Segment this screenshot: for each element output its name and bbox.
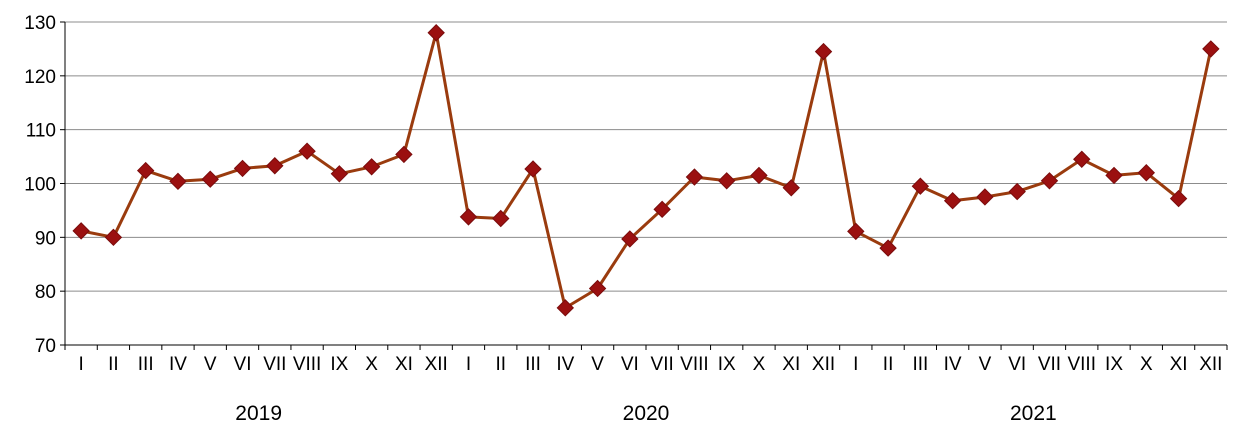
x-tick-label: V: [591, 354, 604, 375]
data-point-marker: [1105, 166, 1123, 185]
data-point-marker: [621, 230, 639, 248]
x-tick-label: XI: [1170, 354, 1188, 375]
x-tick-label: IX: [1105, 354, 1123, 375]
y-tick-label: 120: [24, 67, 56, 88]
data-point-marker: [169, 172, 187, 191]
x-tick-label: VII: [1038, 354, 1061, 375]
series-line: [80, 31, 1213, 310]
x-tick-label: I: [853, 354, 858, 375]
y-tick-label: 130: [24, 13, 56, 34]
data-point-marker: [588, 279, 607, 298]
data-point-marker: [750, 166, 768, 185]
x-tick-label: X: [753, 354, 766, 375]
x-tick-label: I: [78, 354, 83, 375]
data-point-marker: [298, 142, 316, 160]
x-tick-label: V: [979, 354, 992, 375]
y-tick-label: 80: [35, 282, 56, 303]
x-tick-label: VI: [1008, 354, 1026, 375]
x-tick-label: II: [883, 354, 894, 375]
x-tick-label: XII: [1199, 354, 1222, 375]
series-line-path: [80, 31, 1213, 310]
y-tick-label: 110: [26, 121, 56, 142]
data-point-marker: [943, 192, 962, 210]
data-point-marker: [1169, 189, 1188, 208]
year-label: 2019: [235, 402, 282, 425]
x-tick-label: VIII: [1067, 354, 1096, 375]
x-tick-label: IX: [718, 354, 736, 375]
data-point-marker: [653, 200, 671, 219]
data-point-marker: [1137, 164, 1156, 182]
x-tick-label: XII: [425, 354, 448, 375]
data-point-marker: [136, 161, 155, 180]
year-labels: 2019 2020 2021: [235, 402, 1056, 425]
data-point-marker: [104, 228, 123, 247]
data-point-marker: [782, 179, 800, 197]
x-tick-label: XI: [395, 354, 413, 375]
x-tick-label: VIII: [293, 354, 322, 375]
x-tick-label: VI: [621, 354, 639, 375]
x-tick-label: VII: [263, 354, 286, 375]
data-point-marker: [201, 170, 219, 188]
year-label: 2020: [623, 402, 670, 425]
x-tick-label: III: [912, 354, 928, 375]
data-point-marker: [879, 239, 897, 257]
y-tick-label: 70: [35, 336, 56, 357]
x-axis-ticks: I II III IV V VI VII VIII IX X XI XII I II III IV V VI VII…: [64, 345, 1228, 375]
x-tick-label: III: [138, 354, 154, 375]
x-tick-label: IV: [944, 354, 962, 375]
x-tick-label: VI: [234, 354, 252, 375]
data-point-marker: [459, 208, 478, 226]
data-point-marker: [1040, 172, 1059, 190]
series-markers: [72, 24, 1220, 317]
x-tick-label: IV: [169, 354, 187, 375]
data-point-marker: [492, 209, 510, 228]
data-point-marker: [814, 42, 833, 61]
data-point-marker: [362, 158, 381, 176]
data-point-marker: [330, 165, 349, 183]
x-tick-label: XI: [782, 354, 800, 375]
data-point-marker: [685, 168, 704, 186]
data-point-marker: [847, 222, 865, 241]
x-tick-label: XII: [812, 354, 835, 375]
y-axis-ticks: 70 80 90 100 110 120 130: [24, 13, 65, 357]
data-point-marker: [427, 24, 445, 42]
x-tick-label: VII: [651, 354, 674, 375]
data-point-marker: [524, 160, 542, 178]
data-point-marker: [1202, 40, 1220, 58]
x-tick-label: VIII: [680, 354, 709, 375]
data-point-marker: [717, 172, 736, 190]
year-label: 2021: [1010, 402, 1057, 425]
x-tick-label: IV: [556, 354, 574, 375]
data-point-marker: [1008, 182, 1026, 201]
y-tick-label: 100: [24, 175, 56, 196]
data-point-marker: [1073, 150, 1091, 168]
data-point-marker: [395, 145, 413, 164]
x-tick-label: X: [365, 354, 378, 375]
data-point-marker: [266, 157, 284, 175]
data-point-marker: [976, 188, 994, 206]
data-point-marker: [233, 159, 252, 178]
x-tick-label: II: [495, 354, 506, 375]
x-tick-label: X: [1140, 354, 1153, 375]
x-tick-label: I: [466, 354, 471, 375]
y-tick-label: 90: [35, 228, 56, 249]
data-point-marker: [556, 299, 575, 317]
x-tick-label: III: [525, 354, 541, 375]
data-point-marker: [911, 177, 930, 195]
data-point-marker: [72, 222, 90, 240]
x-tick-label: II: [108, 354, 119, 375]
grid-lines: [65, 21, 1227, 292]
x-tick-label: V: [204, 354, 217, 375]
x-tick-label: IX: [330, 354, 348, 375]
